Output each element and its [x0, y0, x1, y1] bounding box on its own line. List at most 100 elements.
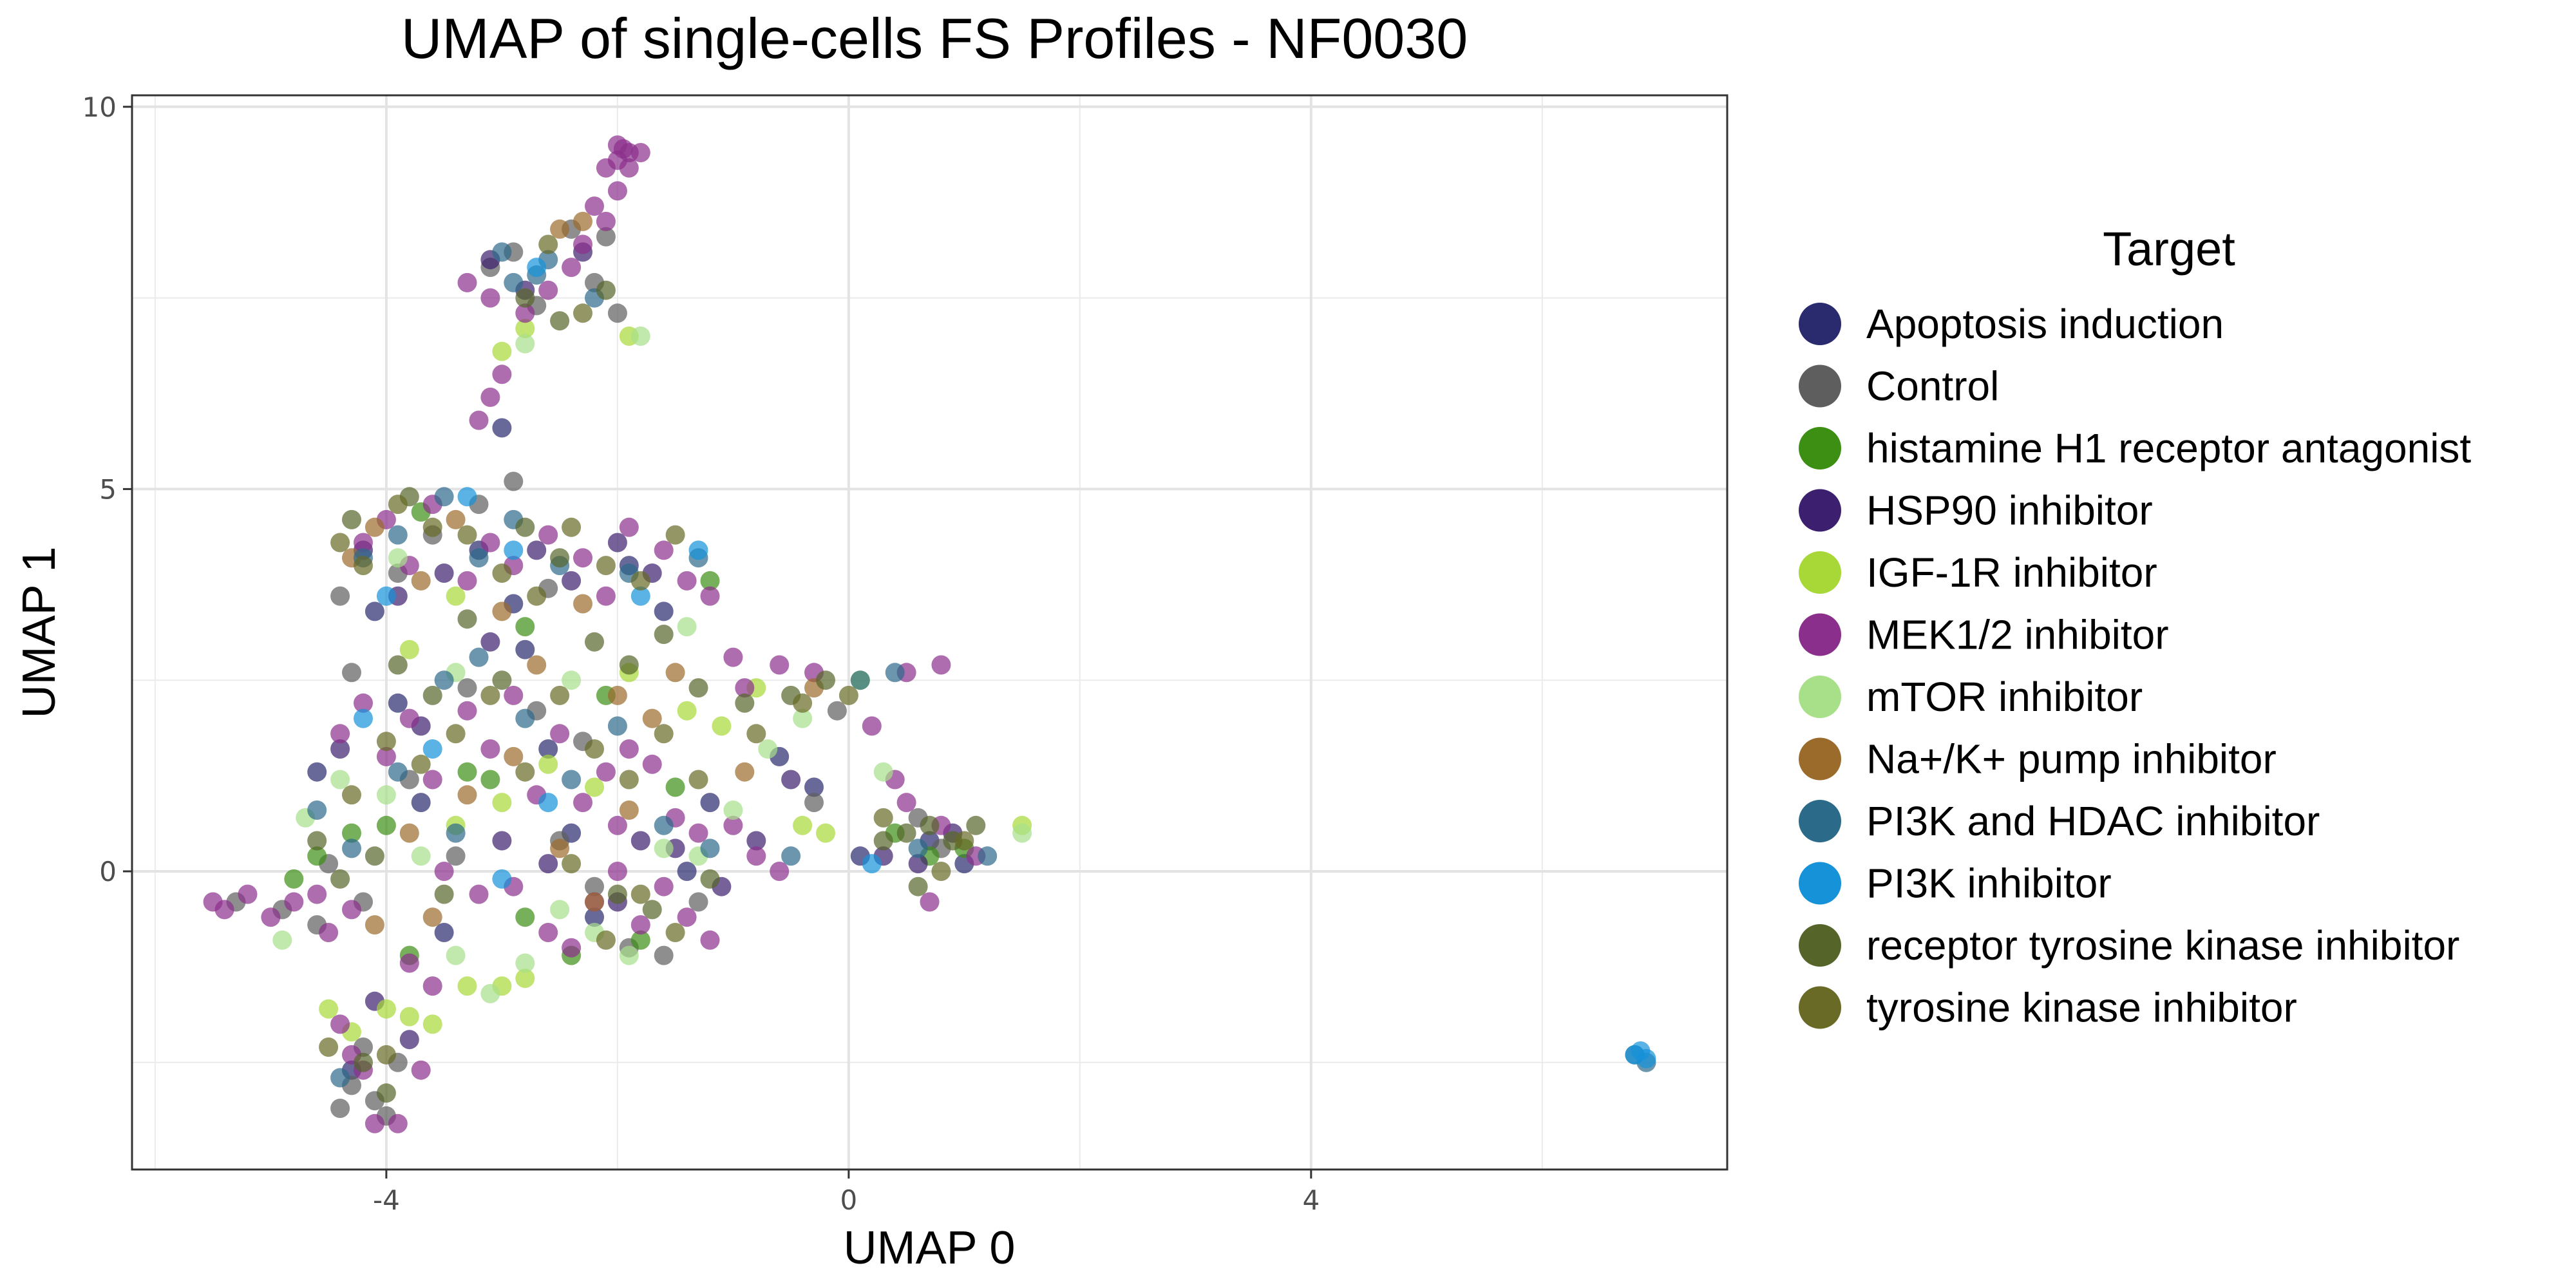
- data-point: [585, 907, 604, 927]
- data-point: [411, 571, 431, 591]
- data-point: [562, 258, 582, 278]
- data-point: [700, 869, 720, 889]
- data-point: [422, 1014, 442, 1034]
- data-point: [630, 930, 650, 950]
- data-point: [550, 685, 570, 705]
- data-point: [376, 815, 396, 835]
- data-point: [700, 571, 720, 591]
- data-point: [480, 533, 500, 553]
- data-point: [630, 327, 650, 346]
- plot-border: [131, 94, 1728, 1171]
- data-point: [457, 487, 477, 507]
- data-point: [573, 548, 592, 568]
- data-point: [607, 533, 627, 553]
- data-point: [411, 846, 431, 866]
- axes: -4 0 4 0 5 10: [82, 91, 1320, 1216]
- data-point: [527, 540, 547, 560]
- data-point: [550, 838, 570, 858]
- data-point: [388, 1113, 408, 1133]
- data-point: [781, 770, 801, 790]
- data-point: [492, 365, 512, 384]
- data-point: [654, 876, 674, 896]
- data-point: [457, 785, 477, 805]
- data-point: [411, 793, 431, 813]
- legend-label: PI3K inhibitor: [1866, 860, 2112, 907]
- data-point: [492, 869, 512, 889]
- data-point: [613, 139, 633, 159]
- data-point: [515, 288, 535, 308]
- data-point: [804, 777, 824, 797]
- data-point: [330, 770, 350, 790]
- data-point: [399, 708, 419, 728]
- data-point: [596, 227, 616, 247]
- data-point: [515, 762, 535, 782]
- data-point: [515, 953, 535, 973]
- data-point: [688, 892, 708, 912]
- data-point: [480, 770, 500, 790]
- data-point: [1012, 823, 1032, 843]
- data-point: [261, 907, 281, 927]
- data-point: [550, 900, 570, 920]
- data-point: [596, 211, 616, 231]
- data-point: [365, 846, 384, 866]
- data-point: [422, 976, 442, 996]
- data-point: [585, 876, 604, 896]
- data-point: [515, 907, 535, 927]
- data-point: [585, 892, 604, 912]
- data-point: [399, 1030, 419, 1050]
- data-point: [746, 724, 766, 744]
- data-point: [399, 823, 419, 843]
- data-point: [630, 143, 650, 162]
- x-tick-label: -4: [373, 1184, 400, 1216]
- data-point: [550, 219, 570, 239]
- data-point: [365, 601, 384, 621]
- data-point: [388, 548, 408, 568]
- legend-label: IGF-1R inhibitor: [1866, 549, 2157, 596]
- legend-key: [1799, 737, 1841, 781]
- data-point: [908, 854, 928, 874]
- data-point: [527, 586, 547, 606]
- data-point: [515, 708, 535, 728]
- data-point: [446, 586, 466, 606]
- data-point: [354, 708, 373, 728]
- data-point: [677, 571, 697, 591]
- data-point: [399, 639, 419, 659]
- data-point: [562, 770, 582, 790]
- data-point: [422, 739, 442, 759]
- data-point: [607, 862, 627, 881]
- data-point: [307, 762, 327, 782]
- data-point: [446, 724, 466, 744]
- data-point: [284, 869, 304, 889]
- data-point: [596, 930, 616, 950]
- data-point: [330, 1068, 350, 1088]
- data-point: [573, 594, 592, 614]
- data-point: [376, 999, 396, 1019]
- data-point: [550, 724, 570, 744]
- data-point: [307, 884, 327, 904]
- data-point: [630, 586, 650, 606]
- data-point: [677, 862, 697, 881]
- data-point: [596, 762, 616, 782]
- data-point: [434, 564, 454, 583]
- data-point: [457, 272, 477, 292]
- data-point: [654, 838, 674, 858]
- data-point: [538, 234, 558, 254]
- data-point: [550, 311, 570, 331]
- legend-label: Control: [1866, 363, 1999, 410]
- data-point: [735, 693, 755, 713]
- data-point: [504, 746, 524, 766]
- data-point: [562, 854, 582, 874]
- data-point: [688, 540, 708, 560]
- data-point: [342, 900, 361, 920]
- data-point: [770, 655, 790, 675]
- data-point: [816, 823, 835, 843]
- data-point: [492, 601, 512, 621]
- data-point: [873, 762, 893, 782]
- data-point: [446, 846, 466, 866]
- data-point: [330, 1014, 350, 1034]
- legend-label: mTOR inhibitor: [1866, 674, 2143, 720]
- data-point: [307, 800, 327, 820]
- data-point: [504, 272, 524, 292]
- data-point: [342, 663, 361, 683]
- data-point: [330, 869, 350, 889]
